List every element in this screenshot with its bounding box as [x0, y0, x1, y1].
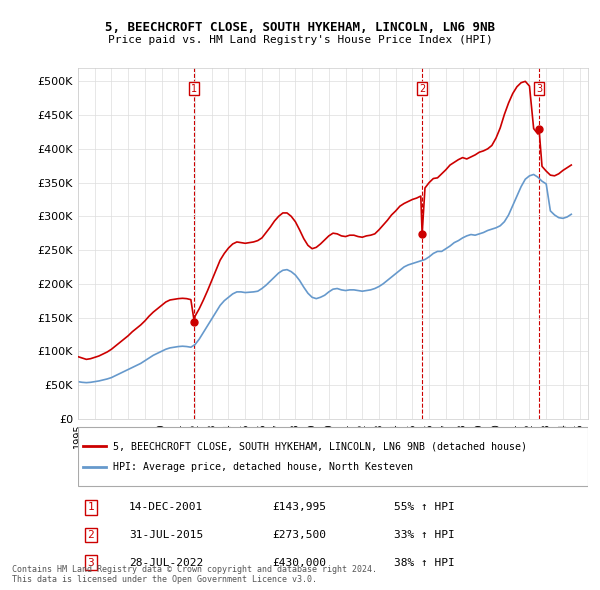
- Text: 38% ↑ HPI: 38% ↑ HPI: [394, 558, 455, 568]
- FancyBboxPatch shape: [78, 427, 588, 486]
- Text: 1: 1: [191, 84, 197, 94]
- Text: This data is licensed under the Open Government Licence v3.0.: This data is licensed under the Open Gov…: [12, 575, 317, 584]
- Text: 5, BEECHCROFT CLOSE, SOUTH HYKEHAM, LINCOLN, LN6 9NB: 5, BEECHCROFT CLOSE, SOUTH HYKEHAM, LINC…: [105, 21, 495, 34]
- Text: 14-DEC-2001: 14-DEC-2001: [129, 502, 203, 512]
- Text: 1: 1: [88, 502, 94, 512]
- Text: 3: 3: [88, 558, 94, 568]
- Text: 31-JUL-2015: 31-JUL-2015: [129, 530, 203, 540]
- Text: £143,995: £143,995: [272, 502, 326, 512]
- Text: 28-JUL-2022: 28-JUL-2022: [129, 558, 203, 568]
- Text: 2: 2: [419, 84, 425, 94]
- Text: £430,000: £430,000: [272, 558, 326, 568]
- Text: 55% ↑ HPI: 55% ↑ HPI: [394, 502, 455, 512]
- Text: £273,500: £273,500: [272, 530, 326, 540]
- Text: 5, BEECHCROFT CLOSE, SOUTH HYKEHAM, LINCOLN, LN6 9NB (detached house): 5, BEECHCROFT CLOSE, SOUTH HYKEHAM, LINC…: [113, 441, 527, 451]
- Text: Contains HM Land Registry data © Crown copyright and database right 2024.: Contains HM Land Registry data © Crown c…: [12, 565, 377, 574]
- Text: Price paid vs. HM Land Registry's House Price Index (HPI): Price paid vs. HM Land Registry's House …: [107, 35, 493, 45]
- Text: 33% ↑ HPI: 33% ↑ HPI: [394, 530, 455, 540]
- Text: 2: 2: [88, 530, 94, 540]
- Text: HPI: Average price, detached house, North Kesteven: HPI: Average price, detached house, Nort…: [113, 462, 413, 472]
- Text: 3: 3: [536, 84, 542, 94]
